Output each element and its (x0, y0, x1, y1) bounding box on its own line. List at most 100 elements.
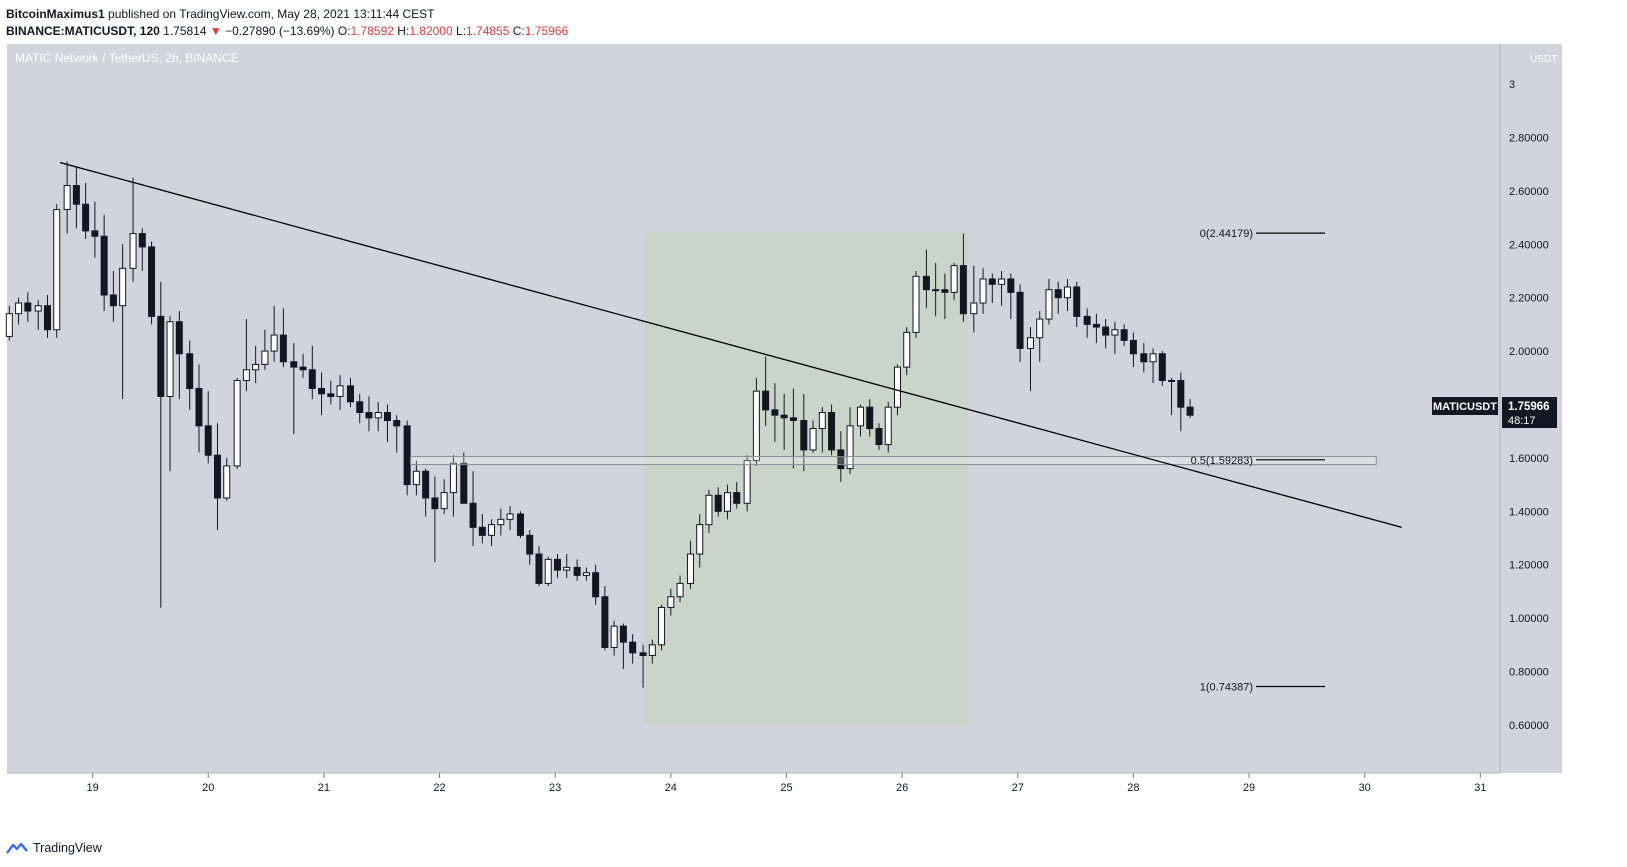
candle (166, 316, 174, 472)
candle (308, 345, 316, 400)
candle (762, 356, 770, 426)
bear-candle-body (72, 185, 80, 205)
candle (573, 559, 581, 581)
candle (440, 479, 448, 514)
candle (138, 228, 146, 271)
candle (72, 166, 80, 229)
candle (648, 639, 656, 664)
bear-candle-body (1186, 406, 1194, 416)
candle (100, 214, 108, 312)
bear-candle-body (629, 641, 637, 654)
candle (941, 273, 949, 320)
bear-candle-body (573, 566, 581, 576)
candle (393, 415, 401, 453)
candle (91, 201, 99, 258)
bull-candle-body (506, 513, 514, 520)
bear-candle-body (733, 492, 741, 504)
price-change: −0.27890 (−13.69%) (225, 24, 335, 38)
bull-candle-body (582, 572, 590, 576)
candle (1186, 399, 1194, 418)
candle (1073, 281, 1081, 328)
bull-candle-body (743, 460, 751, 504)
candle (1120, 324, 1128, 346)
tradingview-footer[interactable]: TradingView (6, 841, 102, 855)
support-zone (410, 456, 1377, 466)
candle (912, 270, 920, 338)
candle (43, 295, 51, 338)
candle (1140, 343, 1148, 373)
candle (270, 305, 278, 362)
candle (1063, 278, 1071, 312)
bull-candle-body (15, 302, 23, 315)
candle (148, 241, 156, 325)
bear-candle-body (959, 265, 967, 315)
y-tick-label: 2.20000 (1509, 293, 1549, 305)
bull-candle-body (752, 390, 760, 462)
bear-candle-body (1073, 286, 1081, 317)
candle (279, 308, 287, 368)
bull-candle-body (686, 553, 694, 584)
bull-candle-body (903, 331, 911, 368)
candle (639, 644, 647, 688)
bear-candle-body (279, 334, 287, 363)
candle (129, 177, 137, 282)
bear-candle-body (1102, 326, 1110, 336)
bear-candle-body (365, 412, 373, 419)
candle (696, 513, 704, 568)
candle (1054, 281, 1062, 314)
bull-candle-body (223, 465, 231, 499)
candle (922, 249, 930, 309)
candle (601, 586, 609, 651)
candle (932, 262, 940, 317)
bear-candle-body (327, 393, 335, 397)
bull-candle-body (449, 462, 457, 494)
bear-candle-body (1007, 278, 1015, 293)
candle (714, 487, 722, 517)
bear-candle-body (91, 230, 99, 237)
candle (610, 620, 618, 656)
candle (1129, 332, 1137, 368)
y-axis-unit: USDT (1530, 54, 1557, 65)
bear-candle-body (356, 401, 364, 414)
bear-candle-body (469, 502, 477, 528)
candle (497, 508, 505, 536)
y-tick-label: 1.60000 (1509, 453, 1549, 465)
candle (676, 575, 684, 603)
bear-candle-body (186, 353, 194, 389)
bear-candle-body (43, 305, 51, 331)
bull-candle-body (1063, 286, 1071, 299)
bear-candle-body (1054, 289, 1062, 299)
candle (186, 340, 194, 410)
candle (1007, 273, 1015, 320)
candle (53, 204, 61, 338)
candle (809, 420, 817, 453)
candle (422, 468, 430, 517)
x-tick-label: 22 (433, 782, 445, 794)
candle (875, 423, 883, 450)
bull-candle-body (970, 302, 978, 315)
y-tick-label: 1.20000 (1509, 560, 1549, 572)
x-tick-label: 30 (1359, 782, 1371, 794)
symbol-ohlc-line: BINANCE:MATICUSDT, 120 1.75814 ▼ −0.2789… (6, 24, 568, 38)
bull-candle-body (705, 494, 713, 526)
x-tick-label: 19 (86, 782, 98, 794)
candle (988, 273, 996, 304)
candle (686, 540, 694, 589)
bear-candle-body (837, 449, 845, 470)
x-tick-label: 25 (780, 782, 792, 794)
bull-candle-body (1045, 289, 1053, 320)
bear-candle-body (138, 233, 146, 248)
candle (903, 327, 911, 376)
candle (544, 556, 552, 587)
bull-candle-body (856, 406, 864, 427)
candle (526, 530, 534, 565)
bull-candle-body (1149, 353, 1157, 363)
y-tick-label: 2.60000 (1509, 186, 1549, 198)
bear-candle-body (100, 235, 108, 296)
bear-candle-body (1083, 315, 1091, 325)
y-tick-label: 1.00000 (1509, 613, 1549, 625)
high-label: H: (397, 24, 410, 38)
candle (828, 404, 836, 456)
candle (592, 564, 600, 605)
